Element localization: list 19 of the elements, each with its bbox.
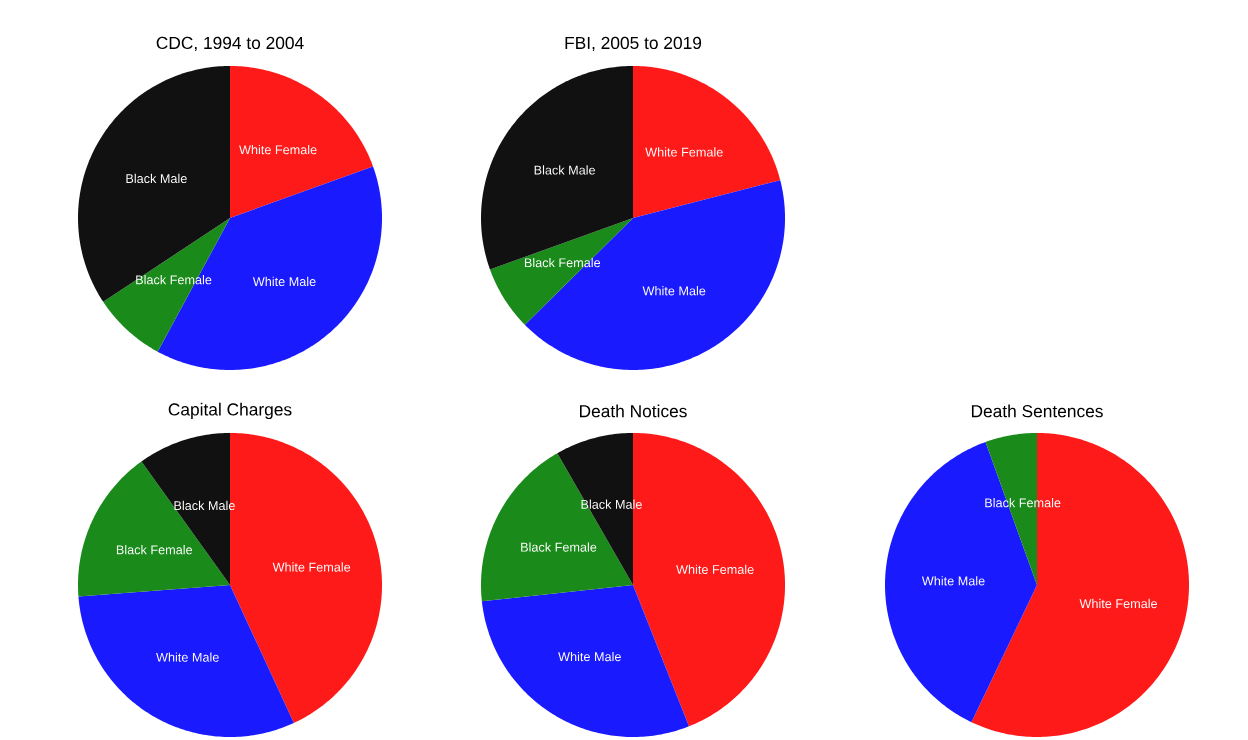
slice-label: White Female: [645, 147, 723, 157]
slice-label: White Female: [1079, 598, 1158, 609]
chart-title: Death Sentences: [971, 404, 1103, 418]
chart-title: CDC, 1994 to 2004: [156, 36, 304, 52]
slice-label: White Male: [558, 651, 621, 662]
slice-label: White Female: [272, 562, 351, 572]
slice-label: White Male: [156, 652, 219, 662]
slice-label: White Male: [921, 576, 985, 586]
slice-label: Black Female: [116, 544, 193, 555]
chart-title: FBI, 2005 to 2019: [565, 36, 702, 52]
slice-label: White Female: [239, 144, 317, 155]
chart-title: Capital Charges: [168, 402, 292, 420]
slice-label: White Male: [252, 276, 316, 287]
slice-label: Black Male: [534, 165, 596, 175]
slice-label: White Female: [676, 564, 754, 574]
chart-title: Death Notices: [580, 404, 687, 418]
slice-label: White Male: [642, 286, 706, 296]
slice-label: Black Female: [521, 542, 597, 552]
slice-label: Black Male: [126, 173, 187, 184]
